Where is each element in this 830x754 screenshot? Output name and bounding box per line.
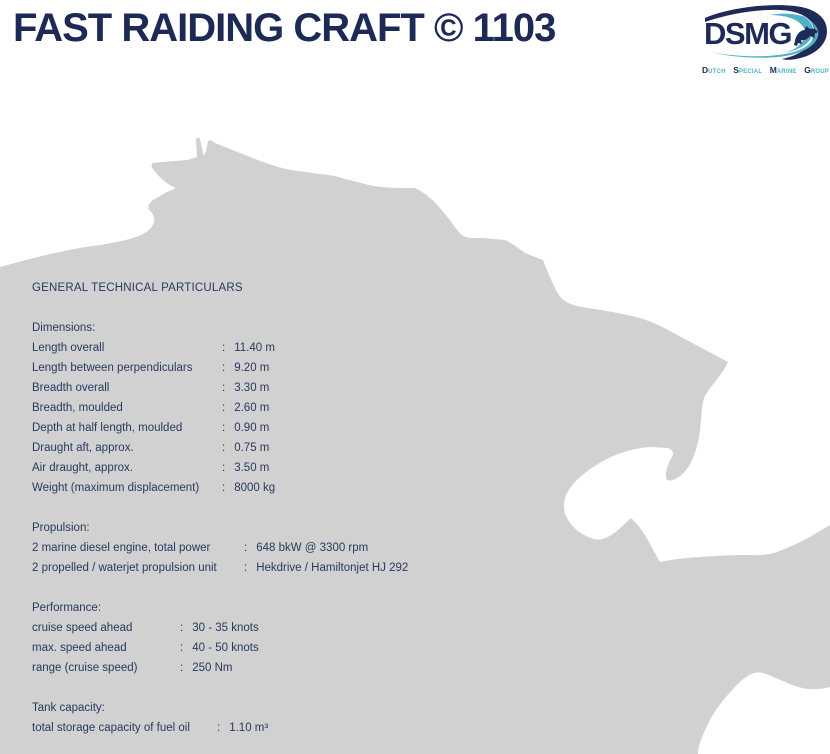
- spec-colon: :: [222, 402, 226, 414]
- technical-particulars: GENERAL TECHNICAL PARTICULARS Dimensions…: [32, 278, 408, 738]
- spec-colon: :: [180, 622, 184, 634]
- spec-colon: :: [222, 382, 226, 394]
- spec-label: Length overall: [32, 342, 105, 354]
- spec-value: 250 Nm: [192, 662, 233, 674]
- spec-value: 0.90 m: [234, 422, 270, 434]
- tagline-word: GROUP: [804, 65, 829, 75]
- spec-label: range (cruise speed): [32, 662, 138, 674]
- logo-lion-icon: [794, 26, 818, 46]
- spec-row: total storage capacity of fuel oil:1.10 …: [32, 718, 408, 738]
- spec-value: 30 - 35 knots: [192, 622, 259, 634]
- spec-label: Air draught, approx.: [32, 462, 134, 474]
- spec-row: Breadth, moulded:2.60 m: [32, 398, 408, 418]
- spec-row: Draught aft, approx.:0.75 m: [32, 438, 408, 458]
- section-heading: Tank capacity:: [32, 702, 105, 714]
- spec-row: Air draught, approx.:3.50 m: [32, 458, 408, 478]
- spec-label: max. speed ahead: [32, 642, 127, 654]
- spec-value: 11.40 m: [234, 342, 275, 354]
- spec-row: Length overall:11.40 m: [32, 338, 408, 358]
- spec-label: Draught aft, approx.: [32, 442, 134, 454]
- spec-row: range (cruise speed):250 Nm: [32, 658, 408, 678]
- spec-row: Weight (maximum displacement):8000 kg: [32, 478, 408, 498]
- spec-value: 1.10 m³: [229, 722, 269, 734]
- spec-label: Weight (maximum displacement): [32, 482, 200, 494]
- spec-colon: :: [244, 562, 248, 574]
- section-tank-capacity: Tank capacity: total storage capacity of…: [32, 698, 408, 738]
- spec-label: 2 marine diesel engine, total power: [32, 542, 211, 554]
- spec-row: Depth at half length, moulded:0.90 m: [32, 418, 408, 438]
- spec-value: 3.50 m: [234, 462, 270, 474]
- tagline-word: DUTCH: [702, 65, 726, 75]
- section-propulsion: Propulsion: 2 marine diesel engine, tota…: [32, 518, 408, 578]
- spec-label: cruise speed ahead: [32, 622, 133, 634]
- spec-row: 2 marine diesel engine, total power:648 …: [32, 538, 408, 558]
- spec-value: Hekdrive / Hamiltonjet HJ 292: [256, 562, 409, 574]
- spec-colon: :: [180, 662, 184, 674]
- spec-label: Breadth, moulded: [32, 402, 123, 414]
- spec-label: Depth at half length, moulded: [32, 422, 183, 434]
- spec-value: 0.75 m: [234, 442, 270, 454]
- dsmg-logo: DSMG DUTCH SPECIAL MARINE GROUP: [700, 3, 830, 77]
- spec-value: 40 - 50 knots: [192, 642, 259, 654]
- section-title: GENERAL TECHNICAL PARTICULARS: [32, 282, 243, 294]
- spec-label: total storage capacity of fuel oil: [32, 722, 190, 734]
- spec-value: 9.20 m: [234, 362, 270, 374]
- spec-colon: :: [222, 482, 226, 494]
- spec-row: cruise speed ahead:30 - 35 knots: [32, 618, 408, 638]
- spec-value: 8000 kg: [234, 482, 276, 494]
- spec-value: 648 bkW @ 3300 rpm: [256, 542, 369, 554]
- spec-value: 2.60 m: [234, 402, 270, 414]
- spec-colon: :: [217, 722, 221, 734]
- spec-colon: :: [222, 422, 226, 434]
- spec-colon: :: [222, 442, 226, 454]
- section-heading: Dimensions:: [32, 322, 96, 334]
- spec-row: Length between perpendiculars:9.20 m: [32, 358, 408, 378]
- logo-wordmark: DSMG: [704, 16, 793, 51]
- spec-label: Breadth overall: [32, 382, 110, 394]
- page-title: FAST RAIDING CRAFT © 1103: [13, 6, 556, 50]
- spec-colon: :: [222, 362, 226, 374]
- spec-colon: :: [244, 542, 248, 554]
- section-dimensions: Dimensions: Length overall:11.40 m Lengt…: [32, 318, 408, 498]
- section-heading: Propulsion:: [32, 522, 90, 534]
- spec-row: Breadth overall:3.30 m: [32, 378, 408, 398]
- logo-swoosh-icon: [705, 5, 827, 60]
- spec-value: 3.30 m: [234, 382, 270, 394]
- spec-colon: :: [222, 462, 226, 474]
- tagline-word: MARINE: [769, 65, 797, 75]
- spec-label: 2 propelled / waterjet propulsion unit: [32, 562, 217, 574]
- spec-label: Length between perpendiculars: [32, 362, 193, 374]
- spec-colon: :: [222, 342, 226, 354]
- spec-row: 2 propelled / waterjet propulsion unit: H…: [32, 558, 408, 578]
- tagline-word: SPECIAL: [733, 65, 763, 75]
- spec-colon: :: [180, 642, 184, 654]
- logo-tagline: DUTCH SPECIAL MARINE GROUP: [702, 60, 829, 78]
- spec-row: max. speed ahead:40 - 50 knots: [32, 638, 408, 658]
- section-heading: Performance:: [32, 602, 102, 614]
- section-performance: Performance: cruise speed ahead:30 - 35 …: [32, 598, 408, 678]
